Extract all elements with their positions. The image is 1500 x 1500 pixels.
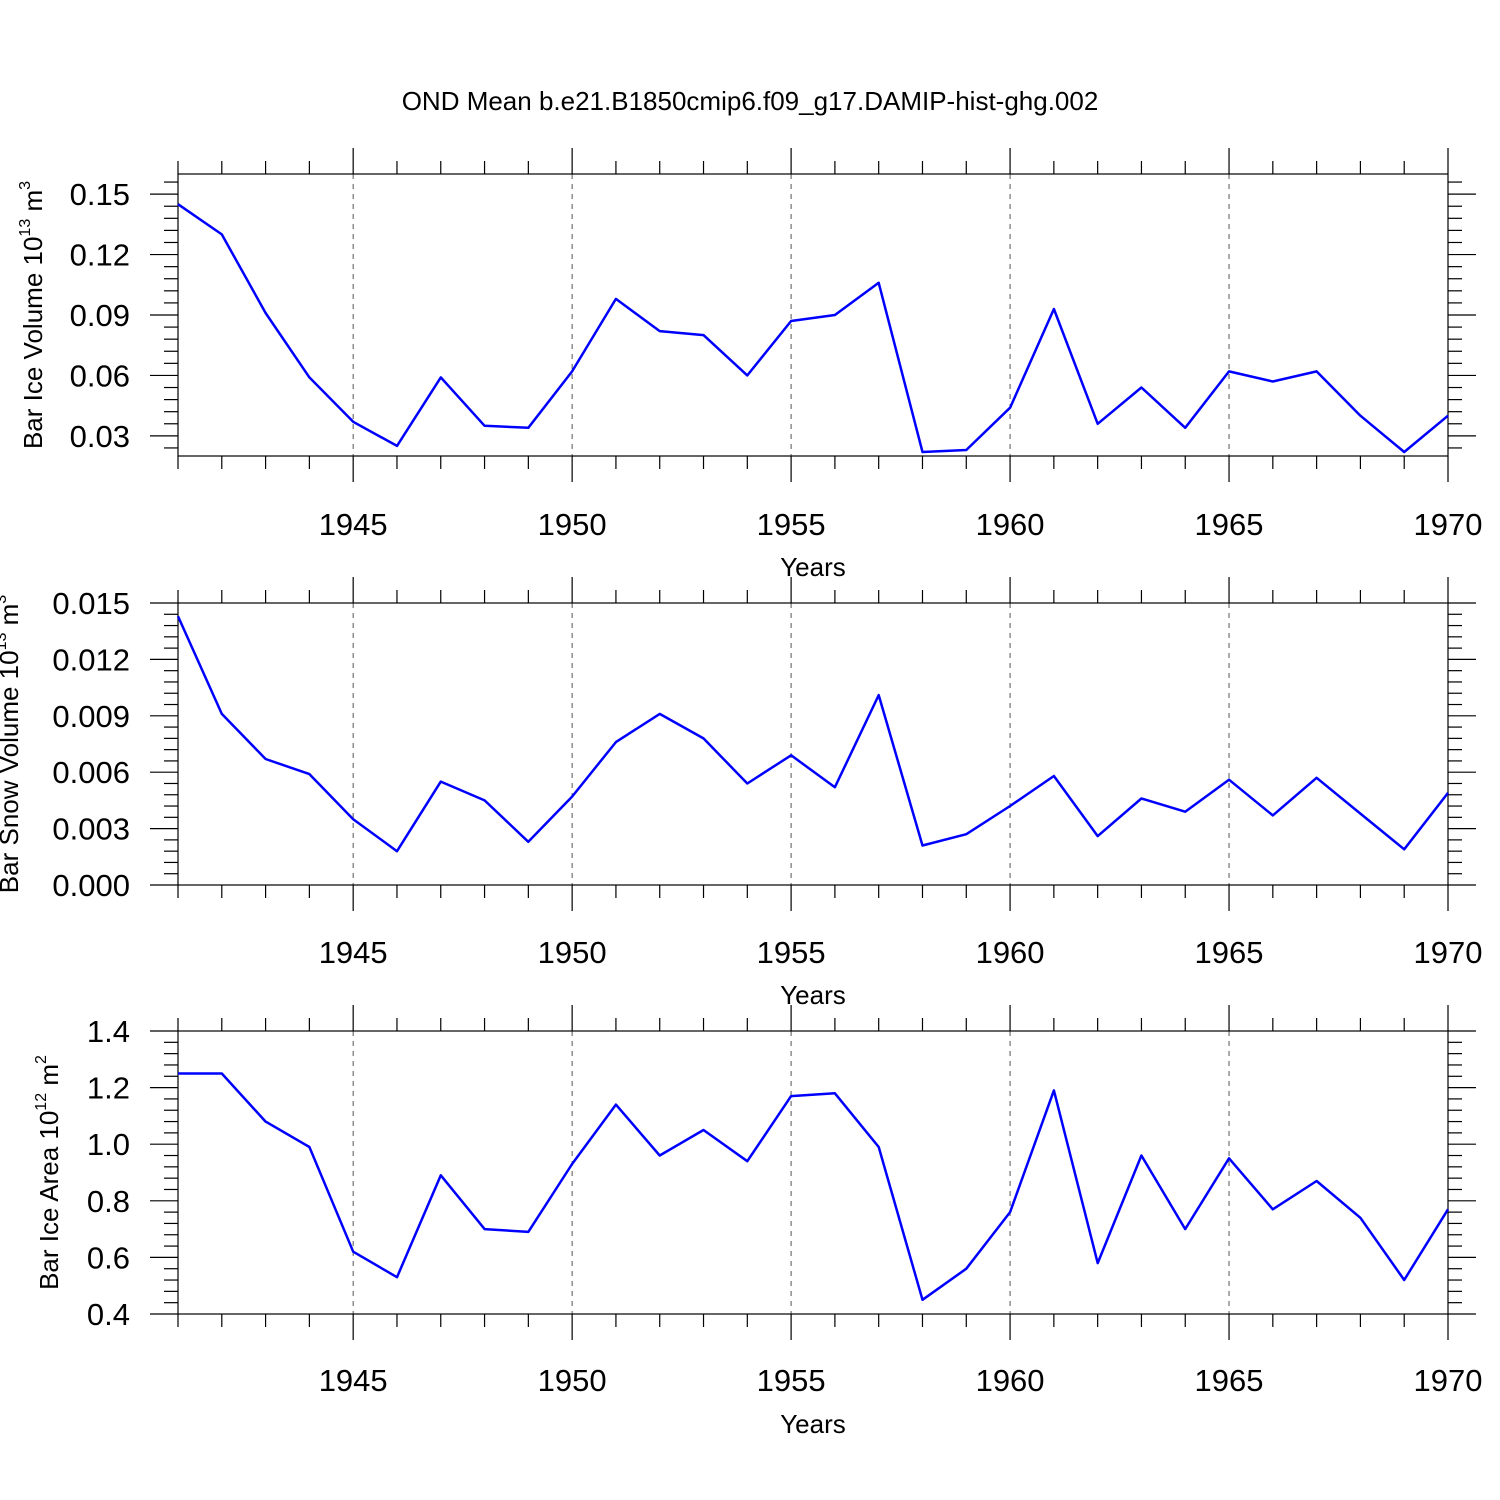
y-tick-label: 1.4 (87, 1014, 130, 1049)
y-axis-title-unit: m (34, 1064, 64, 1093)
y-tick-label: 0.09 (70, 298, 130, 333)
y-tick-label: 1.2 (87, 1071, 130, 1106)
y-axis-title-exp: 13 (0, 632, 10, 650)
y-axis-title-unit: m (18, 190, 48, 219)
x-ticks (177, 577, 1449, 911)
x-tick-label: 1965 (1195, 1363, 1264, 1398)
x-axis-title: Years (780, 552, 846, 582)
x-ticks (177, 148, 1449, 482)
x-tick-label: 1955 (757, 1363, 826, 1398)
y-tick-label: 0.6 (87, 1240, 130, 1275)
y-axis-title-unit-exp: 2 (33, 1055, 50, 1064)
plot-frame (177, 1030, 1449, 1315)
x-tick-label: 1960 (976, 1363, 1045, 1398)
y-tick-label: 0.03 (70, 419, 130, 454)
y-axis-title: Bar Ice Area 1012 m2 (33, 1055, 64, 1290)
x-tick-label: 1960 (976, 507, 1045, 542)
y-axis-title: Bar Snow Volume 1013 m3 (0, 595, 24, 894)
y-tick-label: 0.003 (52, 812, 130, 847)
x-tick-label: 1955 (757, 507, 826, 542)
chart-panel-3: 0.4 0.6 0.8 1.0 1.2 1.4 1945 1950 1955 1960 1965 19… (33, 1005, 1482, 1439)
y-axis-title-base: Bar Snow Volume 10 (0, 650, 24, 893)
x-tick-label: 1960 (976, 935, 1045, 970)
y-tick-label: 0.12 (70, 238, 130, 273)
y-axis-title-base: Bar Ice Volume 10 (18, 237, 48, 449)
x-tick-label: 1945 (319, 935, 388, 970)
x-tick-label: 1945 (319, 507, 388, 542)
y-axis-title-unit-exp: 3 (0, 595, 10, 604)
y-tick-label: 0.15 (70, 177, 130, 212)
y-axis-title-unit-exp: 3 (17, 181, 34, 190)
x-tick-label: 1965 (1195, 507, 1264, 542)
x-tick-label: 1950 (538, 1363, 607, 1398)
x-ticks (177, 1005, 1449, 1340)
y-axis-title-exp: 12 (33, 1093, 50, 1111)
y-tick-label: 0.06 (70, 358, 130, 393)
figure-title: OND Mean b.e21.B1850cmip6.f09_g17.DAMIP-… (402, 86, 1099, 116)
x-tick-label: 1970 (1414, 1363, 1483, 1398)
x-tick-label: 1950 (538, 935, 607, 970)
y-axis-title-exp: 13 (17, 219, 34, 237)
x-tick-label: 1945 (319, 1363, 388, 1398)
x-tick-label: 1970 (1414, 507, 1483, 542)
y-axis-title-base: Bar Ice Area 10 (34, 1111, 64, 1290)
x-tick-label: 1970 (1414, 935, 1483, 970)
y-tick-label: 0.000 (52, 868, 130, 903)
x-axis-title: Years (780, 1409, 846, 1439)
series-line (178, 1072, 1450, 1302)
x-axis-title: Years (780, 980, 846, 1010)
y-axis-title: Bar Ice Volume 1013 m3 (17, 181, 48, 449)
panels: 0.03 0.06 0.09 0.12 0.15 1945 1950 1955 1960 1965… (0, 148, 1482, 1439)
y-axis-title-unit: m (0, 604, 24, 633)
y-ticks (150, 181, 1476, 449)
y-ticks (150, 602, 1476, 886)
plot-frame (177, 602, 1449, 886)
y-tick-label: 0.015 (52, 586, 130, 621)
y-tick-label: 0.8 (87, 1184, 130, 1219)
x-tick-label: 1965 (1195, 935, 1264, 970)
y-tick-label: 0.009 (52, 699, 130, 734)
x-tick-label: 1950 (538, 507, 607, 542)
chart-panel-2: 0.000 0.003 0.006 0.009 0.012 0.015 1945 1950 19… (0, 577, 1482, 1010)
x-tick-label: 1955 (757, 935, 826, 970)
series-line (177, 203, 1449, 454)
chart-panel-1: 0.03 0.06 0.09 0.12 0.15 1945 1950 1955 1960 1965… (17, 148, 1482, 582)
y-tick-label: 0.4 (87, 1297, 130, 1332)
y-tick-label: 1.0 (87, 1127, 130, 1162)
y-tick-label: 0.012 (52, 642, 130, 677)
y-ticks (150, 1030, 1476, 1315)
series-line (176, 615, 1449, 853)
y-tick-label: 0.006 (52, 755, 130, 790)
